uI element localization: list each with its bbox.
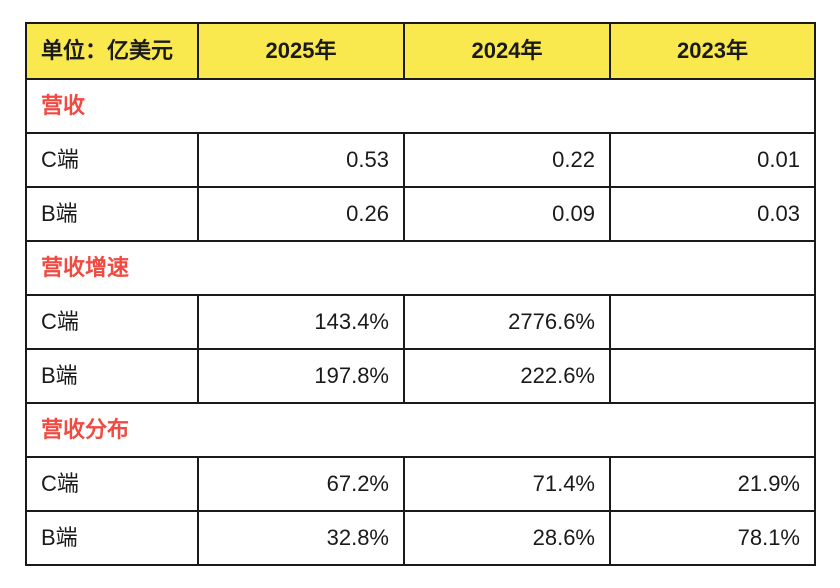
section-title: 营收增速 (25, 240, 816, 296)
value-2023 (609, 348, 816, 404)
table-header-row: 单位：亿美元 2025年 2024年 2023年 (25, 22, 816, 80)
value-2023 (609, 294, 816, 350)
value-2023: 0.01 (609, 132, 816, 188)
section-title: 营收 (25, 78, 816, 134)
value-2024: 0.22 (403, 132, 611, 188)
value-2023: 0.03 (609, 186, 816, 242)
value-2023: 21.9% (609, 456, 816, 512)
table-row: C端 0.53 0.22 0.01 (25, 132, 816, 188)
table-row: B端 32.8% 28.6% 78.1% (25, 510, 816, 566)
value-2024: 0.09 (403, 186, 611, 242)
row-label: C端 (25, 294, 199, 350)
table-row: C端 143.4% 2776.6% (25, 294, 816, 350)
unit-header-cell: 单位：亿美元 (25, 22, 199, 80)
table-row: B端 0.26 0.09 0.03 (25, 186, 816, 242)
section-title: 营收分布 (25, 402, 816, 458)
section-header-revenue-mix: 营收分布 (25, 402, 816, 458)
row-label: C端 (25, 456, 199, 512)
value-2023: 78.1% (609, 510, 816, 566)
value-2025: 143.4% (197, 294, 405, 350)
table-row: C端 67.2% 71.4% 21.9% (25, 456, 816, 512)
row-label: B端 (25, 510, 199, 566)
row-label: C端 (25, 132, 199, 188)
value-2024: 71.4% (403, 456, 611, 512)
row-label: B端 (25, 186, 199, 242)
value-2025: 197.8% (197, 348, 405, 404)
value-2025: 0.53 (197, 132, 405, 188)
value-2024: 28.6% (403, 510, 611, 566)
year-header-2025: 2025年 (197, 22, 405, 80)
value-2025: 0.26 (197, 186, 405, 242)
year-header-2024: 2024年 (403, 22, 611, 80)
year-header-2023: 2023年 (609, 22, 816, 80)
section-header-revenue: 营收 (25, 78, 816, 134)
value-2024: 2776.6% (403, 294, 611, 350)
section-header-revenue-growth: 营收增速 (25, 240, 816, 296)
row-label: B端 (25, 348, 199, 404)
table-row: B端 197.8% 222.6% (25, 348, 816, 404)
value-2025: 67.2% (197, 456, 405, 512)
financial-data-table: 单位：亿美元 2025年 2024年 2023年 营收 C端 0.53 0.22… (25, 22, 816, 566)
value-2025: 32.8% (197, 510, 405, 566)
value-2024: 222.6% (403, 348, 611, 404)
